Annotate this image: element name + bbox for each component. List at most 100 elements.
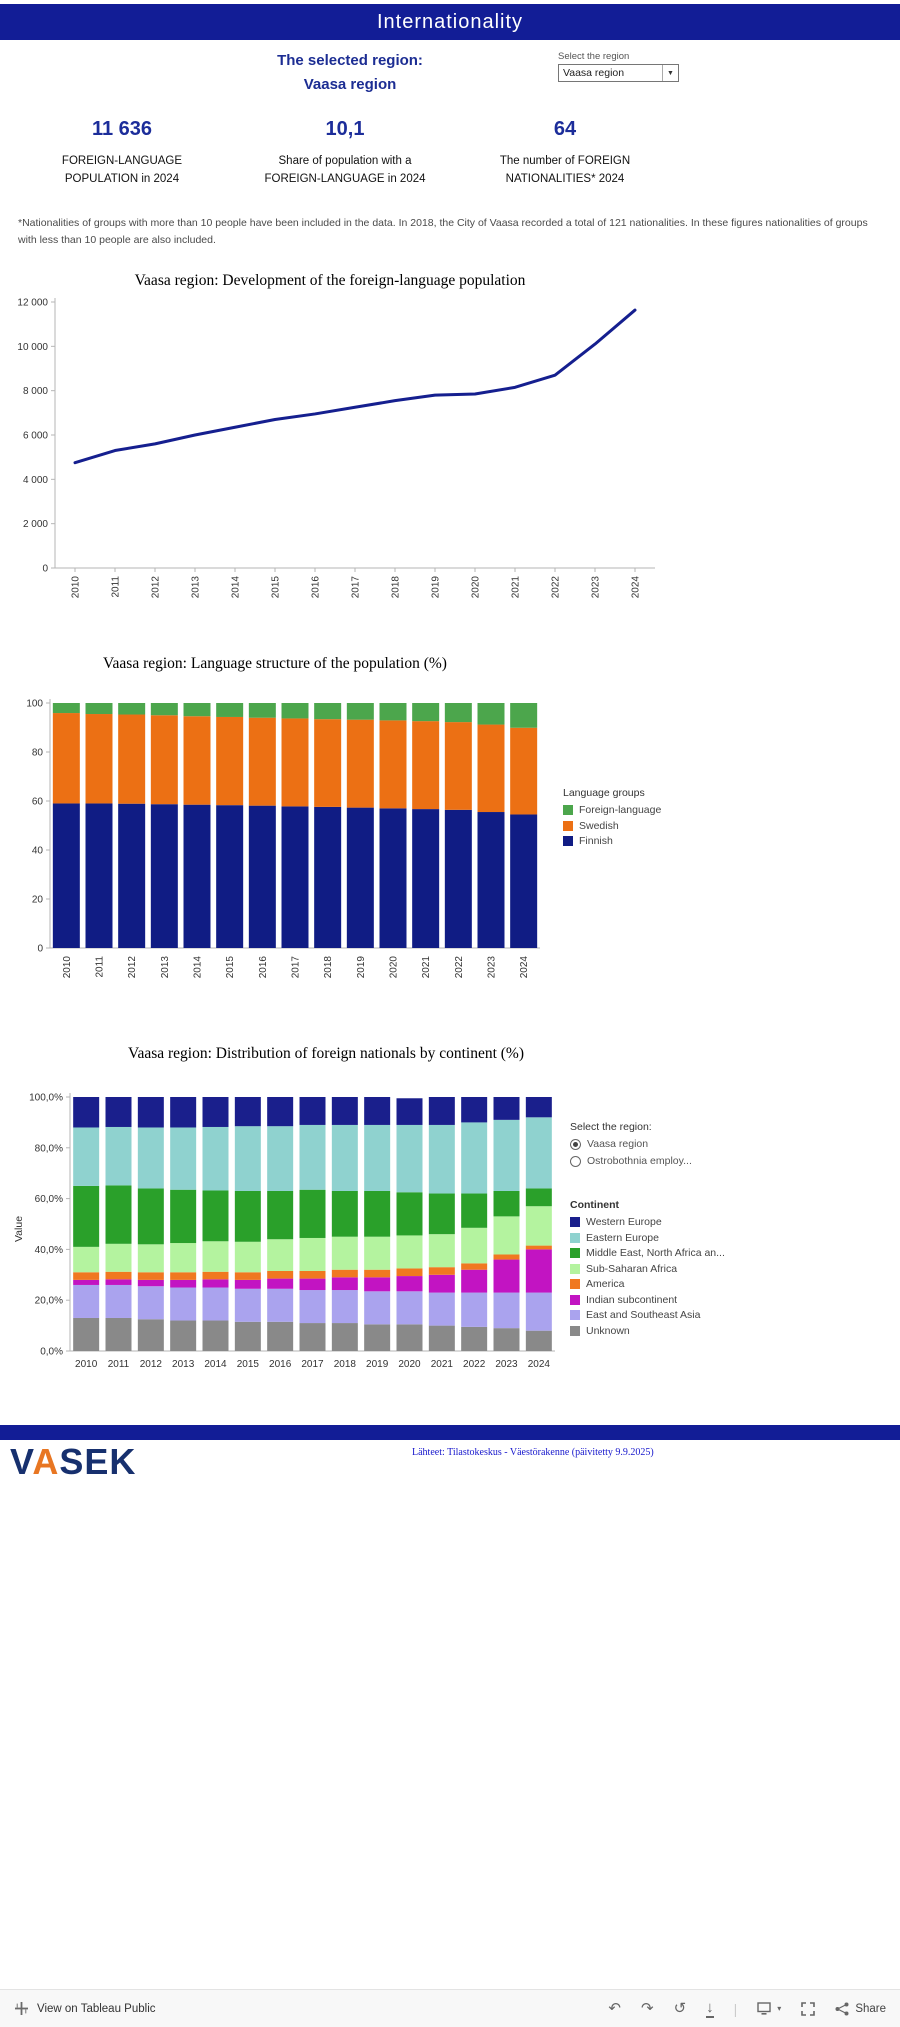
bar-segment[interactable]	[444, 809, 472, 948]
bar-segment[interactable]	[73, 1272, 100, 1280]
bar-segment[interactable]	[510, 727, 538, 815]
bar-segment[interactable]	[202, 1241, 229, 1272]
bar-segment[interactable]	[85, 703, 113, 715]
bar-segment[interactable]	[52, 713, 80, 804]
bar-segment[interactable]	[267, 1270, 294, 1279]
bar-segment[interactable]	[137, 1319, 164, 1351]
bar-segment[interactable]	[525, 1292, 552, 1331]
bar-segment[interactable]	[248, 717, 276, 806]
bar-segment[interactable]	[52, 703, 80, 714]
bar-segment[interactable]	[202, 1271, 229, 1280]
legend-item[interactable]: Sub-Saharan Africa	[570, 1263, 755, 1275]
stacked-bar-canvas[interactable]: 0,0% 20,0% 40,0% 60,0% 80,0% 100,0% 2010 2011 20…	[8, 1073, 560, 1383]
bar-segment[interactable]	[379, 703, 407, 721]
bar-segment[interactable]	[493, 1254, 520, 1260]
bar-segment[interactable]	[477, 724, 505, 813]
bar-segment[interactable]	[525, 1245, 552, 1250]
bar-segment[interactable]	[396, 1235, 423, 1269]
bar-segment[interactable]	[170, 1189, 197, 1244]
bar-segment[interactable]	[137, 1188, 164, 1245]
bar-segment[interactable]	[461, 1193, 488, 1228]
bar-segment[interactable]	[461, 1326, 488, 1351]
bar-segment[interactable]	[234, 1097, 261, 1127]
bar-segment[interactable]	[396, 1192, 423, 1236]
bar-segment[interactable]	[105, 1097, 132, 1127]
bar-segment[interactable]	[461, 1263, 488, 1270]
bar-segment[interactable]	[183, 804, 211, 948]
bar-segment[interactable]	[364, 1277, 391, 1292]
reset-icon[interactable]: ↺	[673, 2000, 687, 2017]
bar-segment[interactable]	[428, 1193, 455, 1235]
bar-segment[interactable]	[299, 1237, 326, 1271]
bar-segment[interactable]	[73, 1284, 100, 1318]
device-preview-icon[interactable]: ▾	[757, 2001, 781, 2016]
bar-segment[interactable]	[105, 1317, 132, 1351]
bar-segment[interactable]	[364, 1124, 391, 1191]
bar-segment[interactable]	[170, 1287, 197, 1321]
bar-segment[interactable]	[267, 1190, 294, 1240]
bar-segment[interactable]	[137, 1272, 164, 1280]
bar-segment[interactable]	[444, 722, 472, 810]
bar-segment[interactable]	[428, 1325, 455, 1351]
bar-segment[interactable]	[525, 1330, 552, 1351]
legend-item[interactable]: Swedish	[563, 820, 661, 832]
bar-segment[interactable]	[364, 1324, 391, 1351]
bar-segment[interactable]	[346, 719, 374, 808]
bar-segment[interactable]	[73, 1127, 100, 1186]
bar-segment[interactable]	[118, 703, 146, 715]
bar-segment[interactable]	[396, 1124, 423, 1193]
bar-segment[interactable]	[183, 703, 211, 717]
bar-segment[interactable]	[525, 1188, 552, 1207]
bar-segment[interactable]	[299, 1278, 326, 1291]
bar-segment[interactable]	[202, 1190, 229, 1242]
bar-segment[interactable]	[202, 1287, 229, 1321]
bar-segment[interactable]	[493, 1259, 520, 1293]
bar-segment[interactable]	[52, 803, 80, 948]
share-button[interactable]: Share	[835, 2002, 886, 2016]
legend-item[interactable]: Western Europe	[570, 1216, 755, 1228]
bar-segment[interactable]	[234, 1126, 261, 1191]
bar-segment[interactable]	[331, 1290, 358, 1324]
bar-segment[interactable]	[267, 1097, 294, 1127]
bar-segment[interactable]	[170, 1320, 197, 1351]
bar-segment[interactable]	[331, 1269, 358, 1278]
bar-segment[interactable]	[281, 718, 309, 807]
bar-segment[interactable]	[299, 1290, 326, 1324]
bar-segment[interactable]	[428, 1124, 455, 1194]
legend-item[interactable]: East and Southeast Asia	[570, 1309, 755, 1321]
bar-segment[interactable]	[105, 1279, 132, 1285]
bar-segment[interactable]	[216, 716, 244, 806]
bar-segment[interactable]	[364, 1291, 391, 1325]
bar-segment[interactable]	[170, 1127, 197, 1190]
bar-segment[interactable]	[137, 1286, 164, 1320]
bar-segment[interactable]	[364, 1097, 391, 1125]
bar-segment[interactable]	[267, 1239, 294, 1271]
bar-segment[interactable]	[73, 1246, 100, 1273]
bar-segment[interactable]	[493, 1328, 520, 1351]
bar-segment[interactable]	[331, 1323, 358, 1351]
bar-segment[interactable]	[461, 1097, 488, 1123]
bar-segment[interactable]	[85, 714, 113, 804]
bar-segment[interactable]	[73, 1097, 100, 1128]
bar-segment[interactable]	[267, 1126, 294, 1191]
bar-segment[interactable]	[105, 1284, 132, 1318]
bar-segment[interactable]	[412, 721, 440, 810]
legend-item[interactable]: Foreign-language	[563, 804, 661, 816]
bar-segment[interactable]	[331, 1124, 358, 1191]
bar-segment[interactable]	[379, 720, 407, 809]
bar-segment[interactable]	[493, 1190, 520, 1217]
bar-segment[interactable]	[428, 1292, 455, 1326]
bar-segment[interactable]	[331, 1097, 358, 1125]
bar-segment[interactable]	[461, 1269, 488, 1293]
bar-segment[interactable]	[412, 703, 440, 722]
legend-item[interactable]: America	[570, 1278, 755, 1290]
bar-segment[interactable]	[105, 1243, 132, 1272]
bar-segment[interactable]	[267, 1278, 294, 1289]
bar-segment[interactable]	[314, 719, 342, 807]
bar-segment[interactable]	[493, 1292, 520, 1329]
region-dropdown[interactable]: Vaasa region ▼	[558, 64, 679, 82]
bar-segment[interactable]	[299, 1270, 326, 1279]
bar-segment[interactable]	[170, 1097, 197, 1128]
line-chart-canvas[interactable]: 0 2 000 4 000 6 000 8 000 10 000 12 000 2010 201…	[10, 292, 670, 604]
bar-segment[interactable]	[267, 1321, 294, 1351]
